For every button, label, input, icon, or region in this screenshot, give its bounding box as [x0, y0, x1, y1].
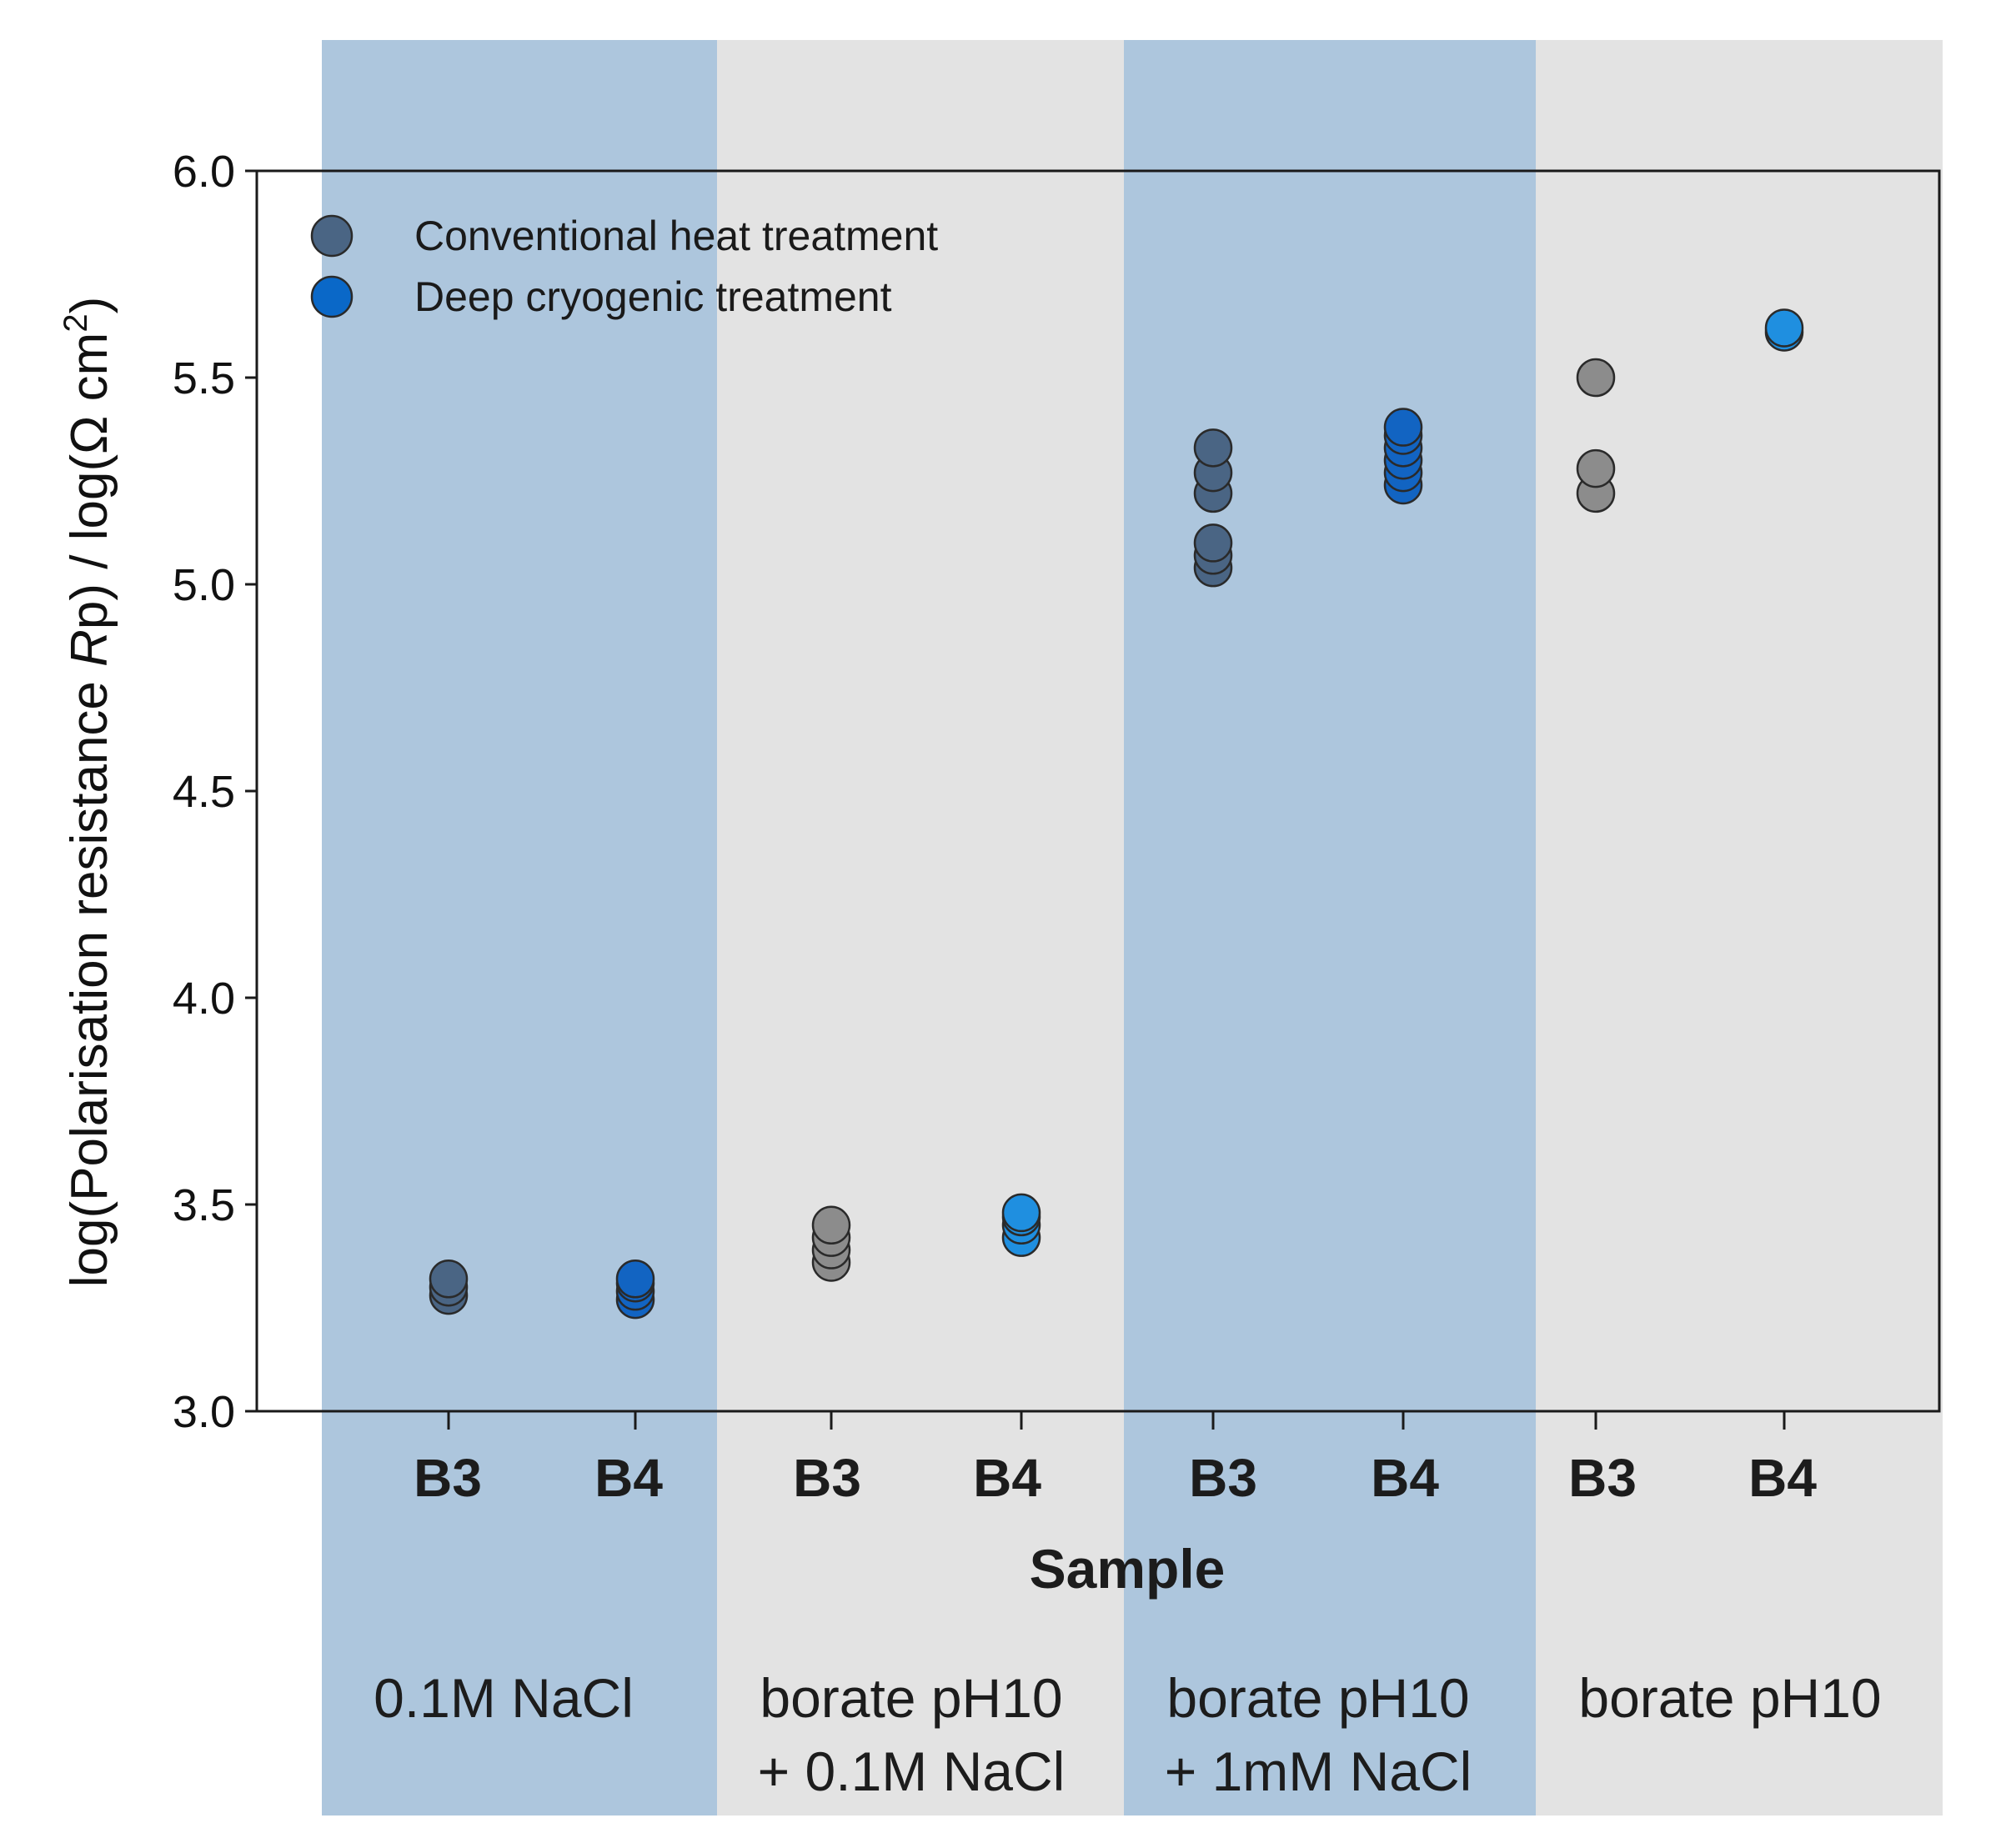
- x-tick-label: B4: [973, 1448, 1041, 1508]
- x-tick-label: B4: [1371, 1448, 1439, 1508]
- y-axis-title: log(Polarisation resistance Rp) / log(Ω …: [58, 297, 118, 1287]
- axis-labels: B3 B4 B3 B4 B3 B4 B3 B4 Sample 0.1M NaCl borate pH…: [58, 297, 1882, 1802]
- legend: Conventional heat treatment Deep cryogeni…: [310, 213, 938, 320]
- y-tick-label: 6.0: [173, 147, 235, 197]
- y-axis-title-part: log(Polarisation resistance: [61, 667, 118, 1287]
- group-label: borate pH10: [760, 1667, 1062, 1729]
- y-tick-label: 3.0: [173, 1387, 235, 1437]
- data-point: [429, 1260, 469, 1299]
- y-axis-title-superscript: 2: [58, 313, 94, 332]
- data-point: [1764, 308, 1804, 348]
- x-tick-label: B4: [594, 1448, 663, 1508]
- y-tick-label: 5.0: [173, 560, 235, 610]
- legend-marker: [310, 214, 354, 258]
- y-axis-title-part: p) / log(Ω cm: [61, 333, 118, 629]
- group-band-2: [717, 40, 1124, 1815]
- data-point: [1193, 523, 1233, 563]
- y-tick-label: 5.5: [173, 353, 235, 403]
- group-label: + 0.1M NaCl: [758, 1740, 1066, 1802]
- axes: 3.0 3.5 4.0 4.5 5.0 5.5 6.0: [173, 147, 1941, 1437]
- data-points: [429, 308, 1804, 1320]
- group-bands: [322, 40, 1943, 1815]
- data-point: [1001, 1193, 1041, 1233]
- x-tick-label: B3: [414, 1448, 482, 1508]
- data-point: [1576, 358, 1616, 398]
- x-axis-title: Sample: [1030, 1538, 1226, 1600]
- x-tick-label: B3: [1568, 1448, 1637, 1508]
- y-axis-title-part: ): [61, 297, 118, 314]
- data-point: [811, 1205, 851, 1245]
- legend-label: Deep cryogenic treatment: [414, 273, 892, 320]
- data-point: [615, 1260, 655, 1299]
- group-band-3: [1124, 40, 1536, 1815]
- data-point: [1383, 408, 1423, 447]
- y-tick-label: 4.0: [173, 974, 235, 1024]
- group-label: borate pH10: [1578, 1667, 1881, 1729]
- group-label: borate pH10: [1166, 1667, 1469, 1729]
- x-tick-label: B3: [793, 1448, 861, 1508]
- group-label: 0.1M NaCl: [374, 1667, 634, 1729]
- y-axis-title-italic: R: [61, 629, 118, 667]
- x-tick-label: B4: [1748, 1448, 1817, 1508]
- data-point: [1576, 448, 1616, 488]
- y-tick-label: 4.5: [173, 767, 235, 817]
- group-label: + 1mM NaCl: [1165, 1740, 1472, 1802]
- x-tick-label: B3: [1189, 1448, 1257, 1508]
- legend-label: Conventional heat treatment: [414, 213, 938, 259]
- y-tick-label: 3.5: [173, 1180, 235, 1230]
- data-point: [1193, 428, 1233, 468]
- legend-marker: [310, 275, 354, 318]
- group-band-1: [322, 40, 717, 1815]
- group-band-4: [1536, 40, 1943, 1815]
